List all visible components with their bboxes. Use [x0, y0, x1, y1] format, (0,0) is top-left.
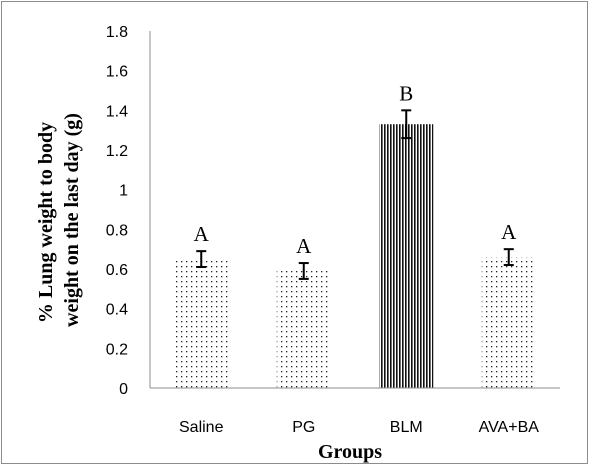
x-tick-label: PG: [292, 419, 315, 436]
y-tick-label: 0.2: [106, 341, 128, 358]
y-axis-title-line-2: weight on the last day (g): [61, 113, 83, 327]
bars: A A B A: [174, 81, 536, 388]
x-tick-label: Saline: [179, 419, 224, 436]
y-tick-label: 0.4: [106, 302, 128, 319]
bar-blm: [379, 124, 434, 388]
y-tick-label: 0: [119, 381, 128, 398]
y-tick-label: 1.6: [106, 64, 128, 81]
y-axis-title-line-1: % Lung weight to body: [35, 122, 57, 323]
significance-letter: A: [296, 234, 312, 258]
significance-letter: A: [194, 222, 210, 246]
bar-ava-ba: [481, 257, 536, 388]
x-axis: Saline PG BLM AVA+BA: [150, 387, 560, 436]
bar-saline: [174, 259, 229, 388]
y-axis-title: % Lung weight to body weight on the last…: [35, 113, 83, 327]
y-tick-label: 1: [119, 183, 128, 200]
x-tick-label: BLM: [390, 419, 423, 436]
x-tick-label: AVA+BA: [479, 419, 540, 436]
bar-pg: [276, 270, 331, 388]
x-axis-title: Groups: [318, 441, 382, 463]
y-tick-label: 0.8: [106, 222, 128, 239]
y-tick-label: 0.6: [106, 262, 128, 279]
y-tick-label: 1.2: [106, 143, 128, 160]
significance-letter: B: [399, 81, 413, 105]
y-tick-label: 1.4: [106, 103, 128, 120]
y-tick-label: 1.8: [106, 24, 128, 41]
significance-letter: A: [501, 220, 517, 244]
y-axis: 0 0.2 0.4 0.6 0.8 1 1.2 1.4 1.6 1.8: [106, 24, 151, 398]
